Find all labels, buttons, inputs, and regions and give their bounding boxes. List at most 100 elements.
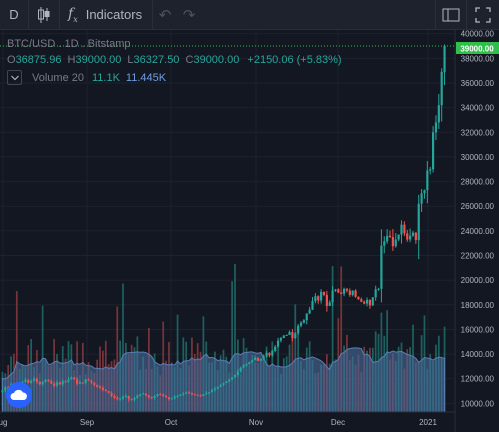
candle — [440, 68, 443, 122]
indicators-button[interactable]: fx Indicators — [60, 0, 152, 30]
candle — [32, 376, 36, 382]
candle — [93, 382, 96, 387]
ohlc-readout: O36875.96 H39000.00 L36327.50 C39000.00 … — [7, 54, 342, 66]
price-tick-label: 20000.00 — [461, 276, 495, 285]
candle-body — [193, 394, 196, 396]
candle-body — [124, 395, 127, 397]
candle-body — [159, 394, 162, 396]
candle-body — [299, 322, 303, 326]
candle — [417, 194, 420, 260]
candle-body — [96, 384, 99, 387]
candle-body — [228, 379, 231, 382]
candle — [167, 396, 171, 401]
candle-body — [116, 397, 119, 400]
candle — [55, 380, 59, 388]
symbol-legend[interactable]: BTC/USD . 1D . Bitstamp — [7, 38, 130, 50]
candle-body — [440, 71, 443, 106]
candle-body — [311, 301, 314, 310]
collapse-button[interactable] — [7, 70, 22, 85]
candle-body — [282, 335, 285, 339]
chart-type-button[interactable] — [29, 0, 59, 30]
candle-body — [334, 289, 337, 291]
volume-ma-area — [1, 347, 446, 413]
candle — [67, 376, 70, 383]
time-axis: ug Sep Oct Nov Dec 2021 — [0, 418, 437, 427]
volume-bar — [231, 281, 233, 412]
candle — [216, 386, 219, 390]
candle — [251, 359, 254, 364]
candle-body — [276, 340, 280, 347]
redo-button[interactable]: ↷ — [177, 0, 201, 30]
toolbar-divider — [59, 0, 60, 30]
candle — [265, 350, 268, 358]
candle — [219, 384, 222, 388]
candle-body — [374, 289, 377, 298]
candle — [27, 379, 30, 384]
volume-bar — [340, 266, 343, 412]
toolbar-divider — [466, 0, 467, 30]
candle-body — [4, 387, 7, 391]
candle-body — [38, 381, 41, 385]
candle — [156, 393, 159, 398]
candle-body — [420, 193, 423, 204]
undo-button[interactable]: ↶ — [153, 0, 177, 30]
volume-bar — [294, 304, 297, 412]
candle — [116, 396, 119, 401]
candle-body — [248, 362, 251, 364]
tradingview-logo[interactable] — [6, 382, 32, 408]
candle-body — [162, 394, 165, 396]
candle — [429, 166, 432, 175]
candle-body — [164, 395, 168, 398]
price-tick-label: 16000.00 — [461, 325, 495, 334]
candle-body — [325, 294, 328, 307]
toolbar-divider — [152, 0, 154, 30]
candle-body — [294, 333, 297, 339]
candle — [443, 44, 446, 86]
candle-body — [93, 382, 96, 385]
interval-button[interactable]: D — [0, 0, 28, 30]
candle — [30, 379, 33, 384]
candle-body — [279, 338, 283, 341]
candle-body — [107, 391, 110, 393]
layout-icon — [442, 8, 460, 21]
candle-body — [345, 288, 349, 291]
candle — [213, 386, 216, 392]
candle-body — [236, 371, 239, 376]
candle — [342, 287, 346, 297]
candle-body — [50, 381, 53, 384]
candle-body — [176, 395, 179, 397]
candle-body — [205, 392, 208, 395]
candle — [101, 385, 105, 392]
candle-body — [144, 393, 148, 396]
candle-body — [348, 290, 351, 295]
candle-body — [119, 398, 122, 400]
function-icon: fx — [68, 5, 78, 24]
layout-button[interactable] — [436, 0, 466, 30]
candle — [104, 389, 107, 392]
candle — [320, 289, 323, 304]
candle — [84, 378, 87, 385]
candle-body — [305, 313, 308, 321]
candle — [142, 392, 145, 395]
volume-legend[interactable]: Volume 20 11.1K 11.445K — [7, 70, 166, 85]
candle-body — [380, 245, 383, 289]
candle — [351, 290, 354, 297]
candle-body — [27, 379, 30, 384]
candle-body — [185, 392, 188, 394]
candle-body — [317, 296, 320, 301]
candle-body — [259, 359, 262, 361]
candle-body — [101, 387, 105, 390]
candle-body — [365, 299, 369, 304]
candle — [274, 345, 277, 353]
candle-body — [98, 386, 102, 388]
candle — [374, 285, 377, 301]
candle-body — [24, 379, 27, 382]
candle — [231, 376, 234, 381]
open-value: 36875.96 — [15, 54, 62, 66]
candle — [239, 366, 242, 374]
price-chart[interactable]: 40000.00 38000.00 36000.00 34000.00 32000.00… — [0, 30, 499, 432]
candle — [348, 288, 351, 297]
candle — [423, 189, 426, 199]
symbol-title: BTC/USD . 1D . Bitstamp — [7, 38, 131, 50]
fullscreen-button[interactable] — [467, 0, 499, 30]
